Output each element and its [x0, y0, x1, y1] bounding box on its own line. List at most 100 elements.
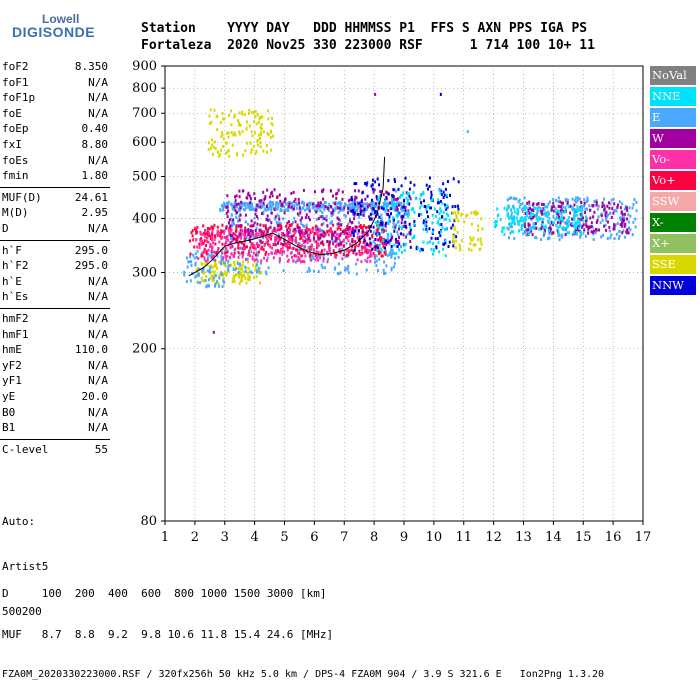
echo-point: [235, 240, 238, 244]
echo-point: [248, 108, 251, 112]
echo-point: [261, 204, 264, 208]
echo-point: [513, 217, 516, 221]
echo-point: [425, 183, 428, 187]
echo-point: [283, 208, 286, 212]
echo-point: [238, 111, 241, 115]
echo-point: [251, 229, 254, 233]
echo-point: [628, 206, 631, 210]
echo-point: [268, 243, 271, 247]
echo-point: [297, 255, 300, 259]
echo-point: [537, 201, 540, 205]
echo-point: [499, 218, 502, 222]
echo-point: [289, 251, 292, 255]
echo-point: [237, 243, 240, 247]
echo-point: [208, 269, 211, 273]
trace-line: [188, 156, 386, 277]
echo-point: [192, 253, 195, 257]
echo-point: [337, 234, 340, 238]
echo-point: [522, 223, 525, 227]
echo-point: [211, 255, 214, 259]
echo-point: [254, 109, 257, 113]
echo-point: [257, 143, 260, 147]
echo-point: [379, 250, 382, 254]
footer-fileinfo: FZA0M_2020330223000.RSF / 320fx256h 50 k…: [2, 669, 605, 680]
echo-point: [238, 130, 241, 134]
echo-point: [290, 201, 293, 205]
echo-point: [260, 127, 263, 131]
echo-point: [262, 203, 265, 207]
echo-point: [572, 231, 575, 235]
echo-point: [305, 226, 308, 230]
echo-point: [288, 245, 291, 249]
echo-point: [196, 230, 199, 234]
echo-point: [256, 203, 259, 207]
echo-point: [316, 206, 319, 210]
echo-point: [442, 247, 445, 251]
echo-point: [369, 253, 372, 257]
echo-point: [611, 206, 614, 210]
echo-point: [268, 195, 271, 199]
echo-point: [281, 253, 284, 257]
echo-point: [513, 206, 516, 210]
echo-point: [280, 209, 283, 213]
echo-point: [341, 247, 344, 251]
echo-point: [267, 227, 270, 231]
echo-point: [525, 210, 528, 214]
echo-point: [573, 218, 576, 222]
echo-point: [508, 217, 511, 221]
echo-point: [232, 207, 235, 211]
echo-point: [354, 225, 357, 229]
echo-point: [219, 121, 222, 125]
echo-point: [549, 226, 552, 230]
echo-point: [341, 190, 344, 194]
echo-point: [420, 201, 423, 205]
echo-point: [610, 198, 613, 202]
echo-point: [374, 210, 377, 214]
echo-point: [314, 224, 317, 228]
echo-point: [320, 233, 323, 237]
echo-point: [323, 203, 326, 207]
echo-point: [438, 231, 441, 235]
echo-point: [413, 183, 416, 187]
echo-point: [273, 188, 276, 192]
echo-point: [595, 200, 598, 204]
echo-point: [258, 201, 261, 205]
echo-point: [350, 195, 353, 199]
echo-point: [622, 222, 625, 226]
param-row: hmF2 N/A: [2, 312, 108, 327]
echo-point: [284, 244, 287, 248]
echo-point: [621, 219, 624, 223]
echo-point: [265, 218, 268, 222]
echo-point: [206, 256, 209, 260]
echo-point: [354, 245, 357, 249]
echo-point: [418, 206, 421, 210]
echo-point: [277, 202, 280, 206]
echo-point: [299, 254, 302, 258]
echo-point: [238, 215, 241, 219]
echo-point: [535, 236, 538, 240]
echo-point: [240, 279, 243, 283]
echo-point: [289, 238, 292, 242]
echo-point: [459, 248, 462, 252]
echo-point: [347, 226, 350, 230]
echo-point: [557, 196, 560, 200]
echo-point: [377, 249, 380, 253]
echo-point: [399, 207, 402, 211]
echo-point: [343, 213, 346, 217]
echo-point: [631, 206, 634, 210]
echo-point: [339, 223, 342, 227]
echo-point: [595, 199, 598, 203]
echo-point: [348, 231, 351, 235]
echo-point: [516, 219, 519, 223]
echo-point: [586, 196, 589, 200]
echo-point: [255, 226, 258, 230]
echo-point: [304, 239, 307, 243]
echo-point: [227, 209, 230, 213]
echo-point: [522, 206, 525, 210]
echo-point: [276, 241, 279, 245]
echo-point: [199, 239, 202, 243]
param-name: D: [2, 222, 9, 235]
echo-point: [440, 209, 443, 213]
echo-point: [249, 270, 252, 274]
echo-point: [396, 230, 399, 234]
